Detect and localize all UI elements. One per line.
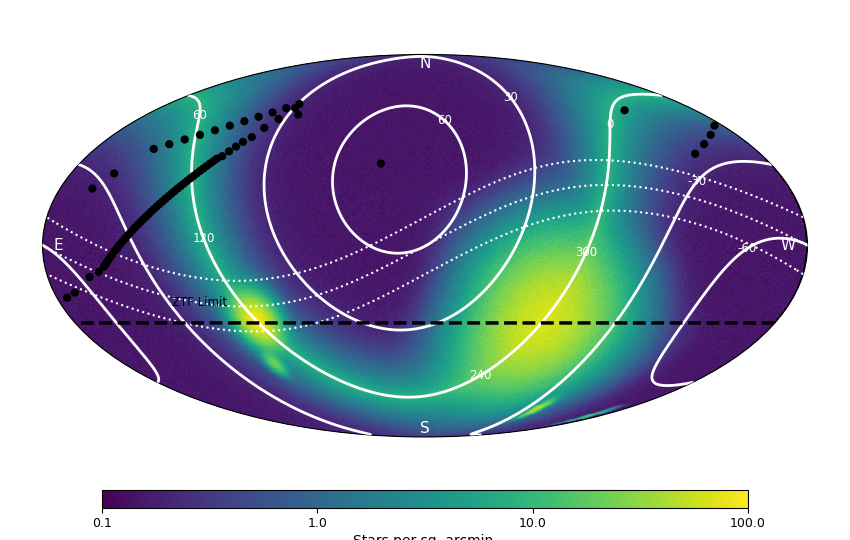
Point: [159, 194, 173, 203]
Point: [207, 157, 220, 165]
Point: [162, 140, 176, 149]
Point: [697, 140, 711, 149]
Point: [162, 192, 175, 200]
Point: [223, 147, 236, 156]
Point: [126, 226, 139, 234]
Point: [99, 260, 112, 268]
Point: [272, 114, 286, 123]
Text: 60: 60: [437, 114, 452, 127]
Point: [292, 100, 306, 109]
Point: [60, 293, 74, 302]
Point: [210, 154, 224, 163]
Point: [112, 241, 126, 250]
Point: [107, 169, 121, 178]
Point: [92, 267, 105, 276]
Point: [131, 220, 145, 229]
X-axis label: Stars per sq. arcmin.: Stars per sq. arcmin.: [353, 535, 497, 540]
Text: 30: 30: [503, 91, 518, 104]
Point: [165, 190, 178, 198]
Point: [215, 152, 229, 160]
Point: [178, 135, 191, 144]
Point: [102, 254, 116, 263]
Point: [193, 167, 207, 176]
Point: [141, 210, 155, 219]
Point: [133, 218, 147, 226]
Point: [177, 179, 190, 188]
Point: [237, 117, 251, 125]
Point: [223, 122, 236, 130]
Point: [708, 122, 722, 130]
Point: [200, 161, 213, 170]
Point: [128, 223, 142, 232]
Point: [116, 236, 130, 245]
Point: [704, 131, 717, 139]
Point: [187, 172, 201, 180]
Point: [122, 231, 135, 240]
Text: S: S: [420, 421, 430, 436]
Point: [171, 184, 184, 193]
Point: [147, 145, 161, 153]
Point: [147, 205, 161, 213]
Point: [110, 244, 124, 253]
Point: [196, 164, 210, 173]
Point: [156, 197, 169, 206]
Point: [688, 150, 702, 158]
Point: [292, 110, 305, 119]
Point: [252, 112, 265, 121]
Text: N: N: [419, 56, 431, 71]
Point: [236, 138, 250, 146]
Text: 300: 300: [575, 246, 597, 259]
Point: [190, 169, 204, 178]
Point: [230, 142, 243, 151]
Point: [174, 181, 188, 190]
Point: [208, 126, 222, 134]
Text: 120: 120: [193, 232, 215, 245]
Point: [280, 104, 293, 112]
Point: [184, 174, 197, 183]
Point: [82, 273, 96, 281]
Point: [106, 249, 120, 258]
Text: ZTF Limit: ZTF Limit: [173, 295, 227, 308]
Point: [167, 187, 181, 195]
Point: [100, 257, 114, 266]
Point: [180, 177, 194, 185]
Point: [144, 207, 158, 216]
Point: [258, 124, 271, 132]
Point: [105, 252, 118, 260]
Point: [288, 104, 302, 112]
Text: 0: 0: [606, 118, 614, 131]
Point: [136, 215, 150, 224]
Point: [108, 247, 122, 255]
Point: [245, 133, 258, 141]
Text: -60: -60: [737, 242, 757, 255]
Point: [618, 106, 632, 114]
Text: E: E: [54, 238, 64, 253]
Text: 240: 240: [469, 369, 491, 382]
Point: [203, 159, 217, 168]
Text: W: W: [781, 238, 796, 253]
Point: [193, 131, 207, 139]
Point: [115, 239, 128, 247]
Text: 60: 60: [192, 109, 207, 123]
Point: [374, 159, 388, 168]
Point: [68, 288, 82, 297]
Point: [150, 202, 163, 211]
Point: [97, 262, 110, 271]
Point: [139, 213, 152, 221]
Point: [86, 184, 99, 193]
Point: [266, 108, 280, 117]
Point: [119, 233, 133, 242]
Point: [123, 228, 137, 237]
Text: -30: -30: [688, 175, 706, 188]
Point: [153, 200, 167, 208]
